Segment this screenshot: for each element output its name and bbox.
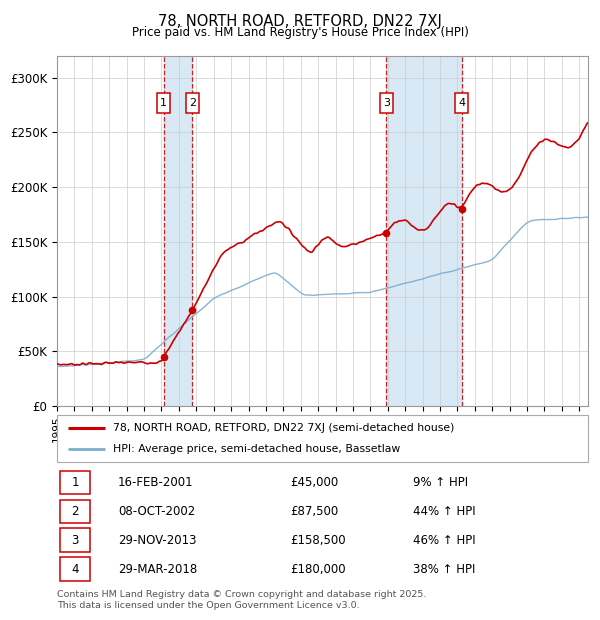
Text: 38% ↑ HPI: 38% ↑ HPI [413, 562, 475, 575]
FancyBboxPatch shape [59, 528, 91, 552]
FancyBboxPatch shape [455, 93, 468, 112]
Text: 29-MAR-2018: 29-MAR-2018 [118, 562, 197, 575]
FancyBboxPatch shape [57, 415, 588, 462]
Text: 2: 2 [189, 98, 196, 108]
Text: Price paid vs. HM Land Registry's House Price Index (HPI): Price paid vs. HM Land Registry's House … [131, 26, 469, 39]
Bar [386, 56, 461, 406]
Text: 4: 4 [458, 98, 465, 108]
Text: 44% ↑ HPI: 44% ↑ HPI [413, 505, 475, 518]
Text: 3: 3 [71, 534, 79, 547]
Text: £158,500: £158,500 [290, 534, 346, 547]
Text: £45,000: £45,000 [290, 476, 339, 489]
FancyBboxPatch shape [59, 500, 91, 523]
FancyBboxPatch shape [59, 471, 91, 494]
Text: HPI: Average price, semi-detached house, Bassetlaw: HPI: Average price, semi-detached house,… [113, 445, 400, 454]
FancyBboxPatch shape [157, 93, 170, 112]
Text: 1: 1 [71, 476, 79, 489]
Text: £87,500: £87,500 [290, 505, 339, 518]
Text: 2: 2 [71, 505, 79, 518]
FancyBboxPatch shape [59, 557, 91, 581]
Text: 3: 3 [383, 98, 390, 108]
Text: 78, NORTH ROAD, RETFORD, DN22 7XJ (semi-detached house): 78, NORTH ROAD, RETFORD, DN22 7XJ (semi-… [113, 423, 454, 433]
Text: Contains HM Land Registry data © Crown copyright and database right 2025.
This d: Contains HM Land Registry data © Crown c… [57, 590, 427, 609]
Bar [164, 56, 192, 406]
Text: 08-OCT-2002: 08-OCT-2002 [118, 505, 196, 518]
Text: £180,000: £180,000 [290, 562, 346, 575]
Text: 78, NORTH ROAD, RETFORD, DN22 7XJ: 78, NORTH ROAD, RETFORD, DN22 7XJ [158, 14, 442, 29]
Text: 29-NOV-2013: 29-NOV-2013 [118, 534, 197, 547]
Text: 4: 4 [71, 562, 79, 575]
FancyBboxPatch shape [185, 93, 199, 112]
Text: 46% ↑ HPI: 46% ↑ HPI [413, 534, 475, 547]
Text: 1: 1 [160, 98, 167, 108]
Text: 16-FEB-2001: 16-FEB-2001 [118, 476, 194, 489]
FancyBboxPatch shape [380, 93, 393, 112]
Text: 9% ↑ HPI: 9% ↑ HPI [413, 476, 468, 489]
